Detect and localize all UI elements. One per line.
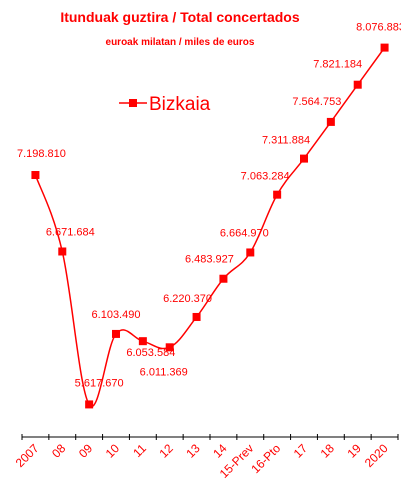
data-label: 6.664.970 bbox=[220, 227, 269, 239]
legend-marker-swatch bbox=[129, 99, 137, 107]
data-point bbox=[353, 80, 362, 89]
data-label: 7.564.753 bbox=[292, 96, 341, 108]
data-label: 5.617.670 bbox=[75, 377, 124, 389]
x-tick-label: 2007 bbox=[13, 441, 42, 470]
data-point bbox=[112, 329, 120, 338]
data-point bbox=[300, 154, 308, 163]
data-point bbox=[192, 312, 201, 321]
legend: Bizkaia bbox=[119, 94, 211, 115]
legend-label: Bizkaia bbox=[149, 94, 211, 115]
data-label: 6.011.369 bbox=[140, 366, 188, 378]
x-tick-label: 16-Pto bbox=[248, 441, 283, 476]
data-point bbox=[31, 171, 40, 180]
x-tick-label: 13 bbox=[183, 441, 203, 461]
data-label: 7.198.810 bbox=[17, 148, 66, 160]
x-tick-label: 11 bbox=[130, 441, 149, 460]
x-tick-label: 14 bbox=[210, 441, 230, 461]
chart-title: Itunduak guztira / Total concertados bbox=[60, 9, 300, 25]
x-tick-label: 17 bbox=[291, 441, 311, 461]
data-point bbox=[380, 43, 389, 52]
data-label: 7.821.184 bbox=[313, 59, 362, 71]
data-label: 7.311.884 bbox=[262, 135, 310, 147]
data-label: 8.076.883 bbox=[356, 22, 401, 34]
data-label: 6.483.927 bbox=[185, 254, 234, 266]
x-tick-label: 12 bbox=[156, 441, 176, 461]
data-point bbox=[165, 343, 174, 352]
data-point bbox=[326, 117, 335, 126]
x-tick-label: 19 bbox=[344, 441, 364, 461]
data-label: 6.220.370 bbox=[163, 293, 212, 305]
x-tick-label: 10 bbox=[103, 441, 123, 461]
data-point bbox=[273, 190, 282, 199]
plot-area: 7.198.810 6.671.684 5.617.670 6.103.490 6.05… bbox=[17, 22, 401, 409]
x-tick-label: 2020 bbox=[362, 441, 391, 470]
x-tick-label: 09 bbox=[76, 441, 96, 461]
data-label: 6.671.684 bbox=[46, 226, 95, 238]
data-label: 6.103.490 bbox=[92, 309, 141, 321]
data-point bbox=[138, 337, 147, 346]
data-label: 6.053.584 bbox=[126, 347, 175, 359]
data-label: 7.063.284 bbox=[241, 171, 290, 183]
data-point bbox=[219, 274, 228, 283]
data-point bbox=[85, 400, 94, 409]
x-tick-label: 18 bbox=[318, 441, 338, 461]
data-point bbox=[246, 248, 255, 257]
data-point bbox=[58, 247, 67, 256]
chart-subtitle: euroak milatan / miles de euros bbox=[106, 37, 255, 48]
x-tick-label: 08 bbox=[49, 441, 69, 461]
